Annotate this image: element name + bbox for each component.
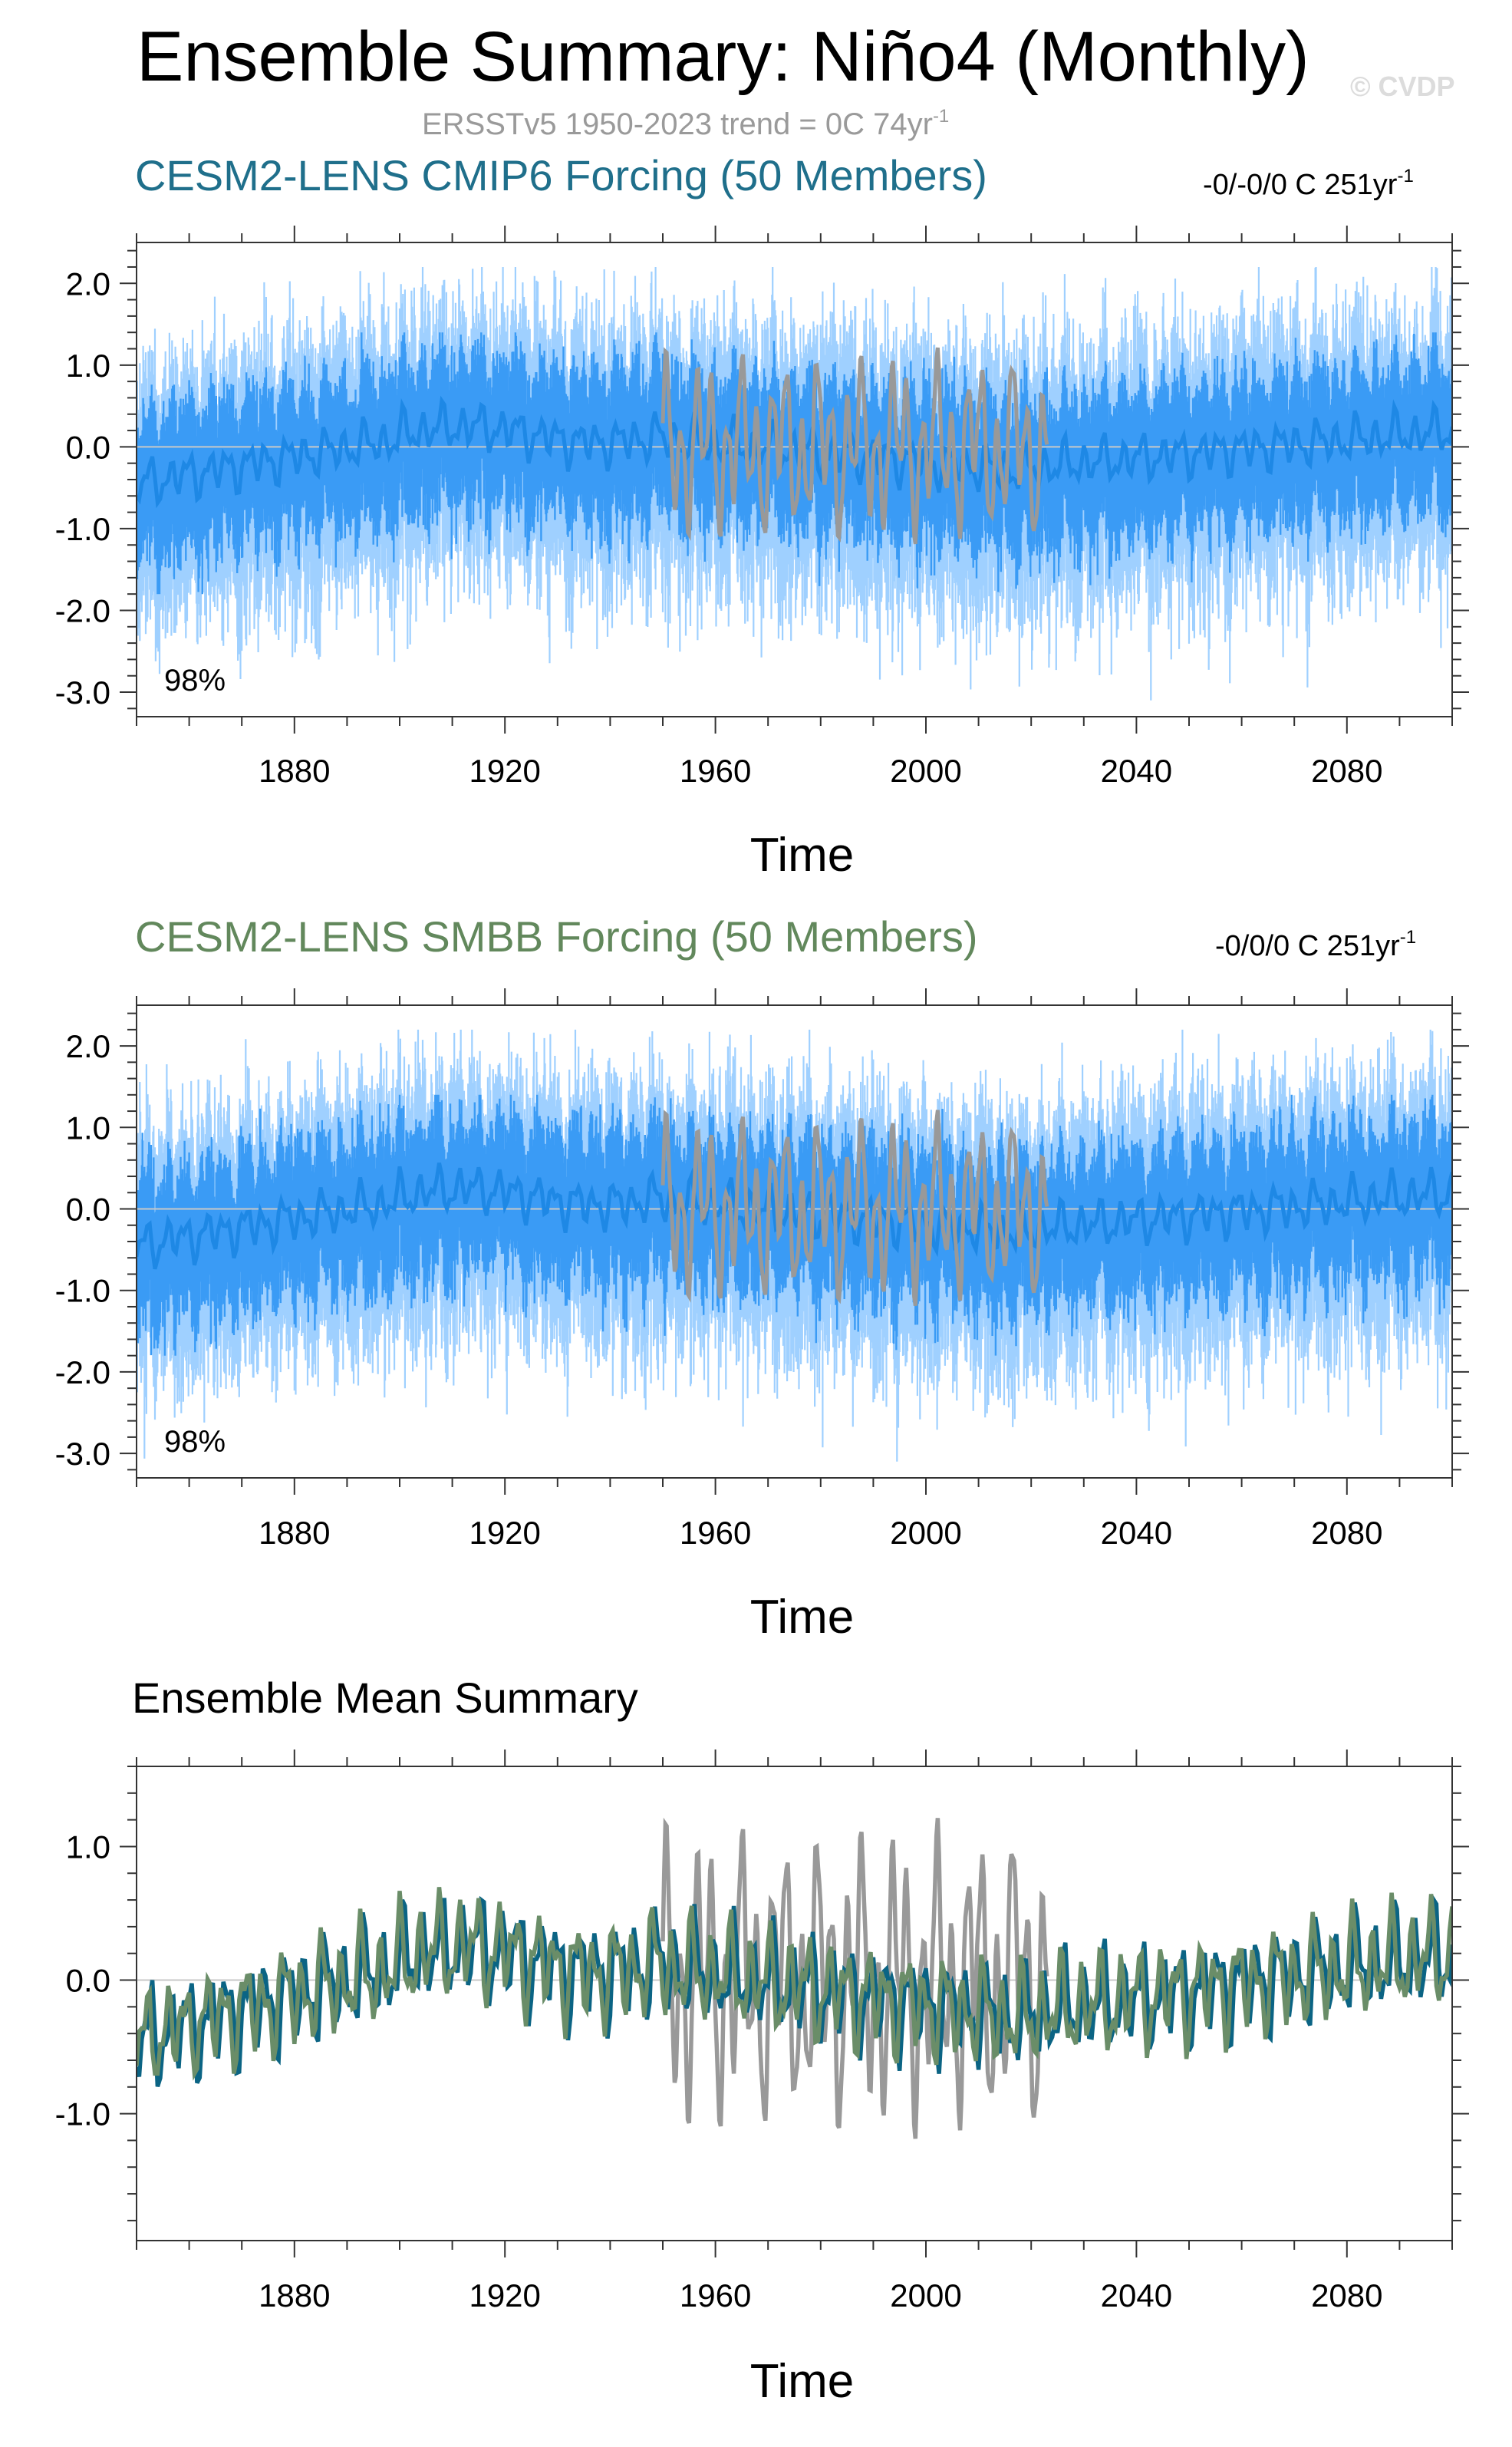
panel-cmip6-trend: -0/-0/0 C 251yr-1 bbox=[1203, 166, 1414, 202]
x-tick-label: 1880 bbox=[259, 1515, 330, 1551]
y-tick-label: 1.0 bbox=[66, 1110, 110, 1146]
plot-frame bbox=[136, 1766, 1453, 2241]
x-tick-label: 1920 bbox=[469, 753, 540, 789]
observation-trend-label: ERSSTv5 1950-2023 trend = 0C 74yr bbox=[422, 107, 933, 141]
percentile-label: 98% bbox=[164, 664, 226, 697]
y-tick-label: 1.0 bbox=[66, 1829, 110, 1865]
x-tick-label: 1960 bbox=[680, 2277, 751, 2313]
y-tick-label: -1.0 bbox=[55, 511, 110, 547]
plot-panel-0: 98% 1880 1920 1960 2000 2040 2080 2.0 1.0 0.0 -1.0… bbox=[55, 226, 1469, 882]
plot-panel-2: 1880 1920 1960 2000 2040 2080 1.0 0.0 -1.0 Time bbox=[55, 1750, 1469, 2408]
y-tick-label: 0.0 bbox=[66, 1192, 110, 1228]
x-tick-label: 2080 bbox=[1311, 2277, 1382, 2313]
panel-cmip6-trend-text: -0/-0/0 C 251yr bbox=[1203, 169, 1398, 201]
y-tick-label: 1.0 bbox=[66, 348, 110, 384]
x-tick-label: 2040 bbox=[1101, 2277, 1172, 2313]
figure-title: Ensemble Summary: Niño4 (Monthly) bbox=[137, 18, 1309, 96]
x-tick-label: 2080 bbox=[1311, 1515, 1382, 1551]
panel-smbb-trend: -0/0/0 C 251yr-1 bbox=[1215, 927, 1416, 963]
panel-smbb-title: CESM2-LENS SMBB Forcing (50 Members) bbox=[135, 912, 978, 961]
x-tick-label: 2080 bbox=[1311, 753, 1382, 789]
x-axis-title: Time bbox=[750, 829, 854, 882]
panel-smbb-trend-text: -0/0/0 C 251yr bbox=[1215, 930, 1400, 962]
panel-ensemble-mean-title: Ensemble Mean Summary bbox=[132, 1674, 638, 1722]
observations-line bbox=[660, 347, 1049, 545]
plot-area-2 bbox=[137, 1817, 1452, 2139]
panel-cmip6-title: CESM2-LENS CMIP6 Forcing (50 Members) bbox=[135, 151, 987, 200]
y-tick-label: 2.0 bbox=[66, 265, 110, 302]
y-tick-label: -2.0 bbox=[55, 1354, 110, 1390]
ensemble-mean-line bbox=[137, 395, 1452, 509]
y-tick-label: -1.0 bbox=[55, 1273, 110, 1309]
y-tick-label: 2.0 bbox=[66, 1028, 110, 1064]
observations-line bbox=[660, 1110, 1049, 1306]
observation-trend-text: ERSSTv5 1950-2023 trend = 0C 74yr-1 bbox=[422, 106, 949, 142]
y-tick-label: 0.0 bbox=[66, 1963, 110, 1999]
x-tick-label: 1920 bbox=[469, 1515, 540, 1551]
x-axis-title: Time bbox=[750, 1591, 854, 1644]
y-tick-label: 0.0 bbox=[66, 429, 110, 465]
x-tick-label: 2040 bbox=[1101, 1515, 1172, 1551]
x-tick-label: 2040 bbox=[1101, 753, 1172, 789]
percentile-label: 98% bbox=[164, 1425, 226, 1459]
plot-panel-1: 98% 1880 1920 1960 2000 2040 2080 2.0 1.0 0.0 -1.0… bbox=[55, 988, 1469, 1644]
plot-area-1 bbox=[137, 1029, 1452, 1462]
x-tick-label: 2000 bbox=[890, 753, 961, 789]
y-tick-label: -3.0 bbox=[55, 674, 110, 711]
x-axis-title: Time bbox=[750, 2355, 854, 2408]
y-tick-label: -3.0 bbox=[55, 1436, 110, 1472]
watermark: © CVDP bbox=[1350, 71, 1455, 102]
x-tick-label: 2000 bbox=[890, 2277, 961, 2313]
x-tick-label: 1960 bbox=[680, 753, 751, 789]
observation-trend-exponent: -1 bbox=[932, 106, 950, 127]
panel-smbb-trend-exponent: -1 bbox=[1399, 927, 1417, 948]
x-tick-label: 1960 bbox=[680, 1515, 751, 1551]
x-tick-label: 1920 bbox=[469, 2277, 540, 2313]
x-tick-label: 1880 bbox=[259, 2277, 330, 2313]
cmip6-ensemble-mean-line bbox=[137, 1893, 1452, 2088]
y-tick-label: -2.0 bbox=[55, 592, 110, 628]
y-tick-label: -1.0 bbox=[55, 2096, 110, 2132]
x-tick-label: 1880 bbox=[259, 753, 330, 789]
x-tick-label: 2000 bbox=[890, 1515, 961, 1551]
smbb-ensemble-mean-line bbox=[137, 1887, 1452, 2081]
panel-cmip6-trend-exponent: -1 bbox=[1397, 166, 1414, 186]
plot-area-0 bbox=[137, 267, 1452, 701]
ensemble-mean-line bbox=[137, 1162, 1452, 1270]
